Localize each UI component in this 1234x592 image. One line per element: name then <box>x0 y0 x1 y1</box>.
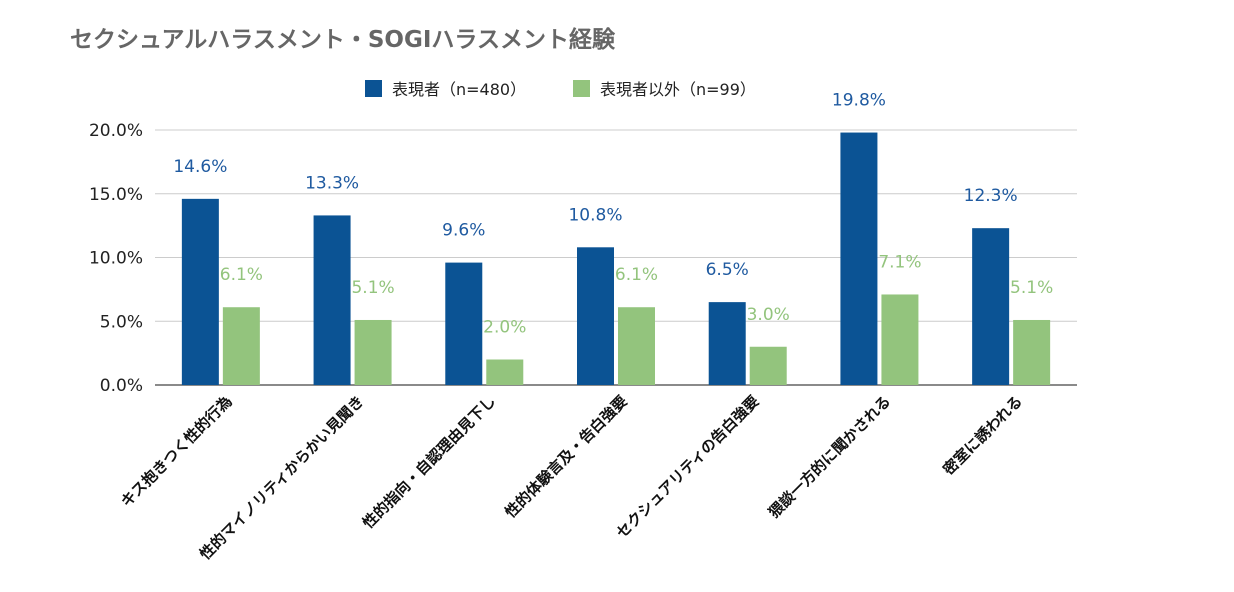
y-tick-label: 15.0% <box>89 185 143 205</box>
legend-label-series-2: 表現者以外（n=99） <box>600 80 756 99</box>
data-label-series-1-0: 14.6% <box>173 157 227 177</box>
data-label-series-2-4: 3.0% <box>747 305 790 325</box>
x-tick-label: 密室に誘われる <box>940 392 1026 478</box>
bar-series-2-4 <box>749 346 787 385</box>
y-axis: 0.0% 5.0% 10.0% 15.0% 20.0% <box>89 121 143 396</box>
data-label-series-1-4: 6.5% <box>706 260 749 280</box>
bars <box>181 132 1051 385</box>
data-label-series-2-2: 2.0% <box>483 318 526 338</box>
legend-label-series-1: 表現者（n=480） <box>392 80 526 99</box>
bar-series-1-6 <box>972 228 1010 385</box>
data-label-series-2-1: 5.1% <box>351 278 394 298</box>
y-tick-label: 0.0% <box>100 376 143 396</box>
data-label-series-1-1: 13.3% <box>305 173 359 193</box>
x-tick-label: セクシュアリティの告白強要 <box>613 392 763 542</box>
data-label-series-2-3: 6.1% <box>615 265 658 285</box>
bar-series-1-4 <box>708 302 746 385</box>
y-tick-label: 5.0% <box>100 312 143 332</box>
y-tick-label: 20.0% <box>89 121 143 141</box>
bar-series-1-3 <box>577 247 614 385</box>
data-label-series-1-6: 12.3% <box>964 186 1018 206</box>
bar-series-2-1 <box>354 319 392 385</box>
chart-title: セクシュアルハラスメント・SOGIハラスメント経験 <box>70 26 616 53</box>
bar-series-2-0 <box>222 307 260 385</box>
gridlines <box>155 129 1077 386</box>
x-tick-label: 猥談一方的に聞かされる <box>765 392 894 521</box>
data-label-series-2-0: 6.1% <box>220 265 263 285</box>
data-label-series-1-5: 19.8% <box>832 91 886 111</box>
bar-series-2-3 <box>618 307 655 385</box>
x-tick-label: 性的指向・自認理由見下し <box>359 392 499 532</box>
legend: 表現者（n=480） 表現者以外（n=99） <box>365 80 756 99</box>
bar-series-1-0 <box>181 198 219 385</box>
bar-series-1-5 <box>840 132 878 385</box>
bar-series-2-6 <box>1013 319 1051 385</box>
data-label-series-2-6: 5.1% <box>1010 278 1053 298</box>
legend-swatch-series-2 <box>573 80 590 97</box>
bar-series-1-2 <box>445 262 483 385</box>
x-tick-label: 性的体験言及・告白強要 <box>501 392 630 521</box>
y-tick-label: 10.0% <box>89 249 143 269</box>
data-labels: 14.6% 6.1% 13.3% 5.1% 9.6% 2.0% 10.8% 6.1% 6.5% 3… <box>173 91 1053 338</box>
data-label-series-2-5: 7.1% <box>878 252 921 272</box>
legend-swatch-series-1 <box>365 80 382 97</box>
bar-series-2-5 <box>881 294 919 385</box>
bar-series-2-2 <box>486 359 524 385</box>
bar-series-1-1 <box>313 215 351 385</box>
x-tick-label: キス抱きつく性的行為 <box>117 392 235 510</box>
data-label-series-1-3: 10.8% <box>568 205 622 225</box>
data-label-series-1-2: 9.6% <box>442 221 485 241</box>
